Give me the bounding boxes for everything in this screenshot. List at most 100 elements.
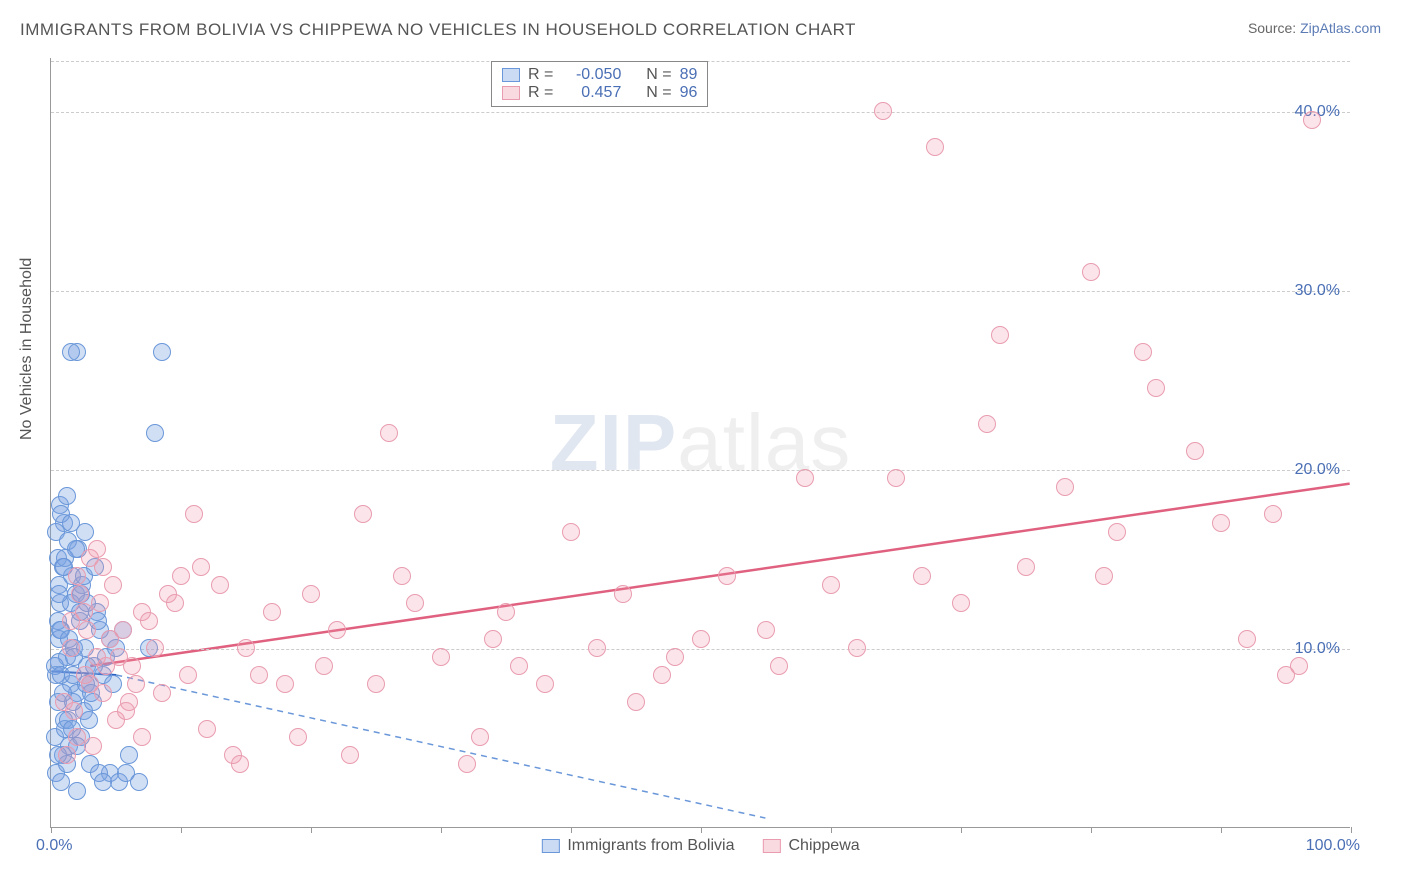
data-point <box>666 648 684 666</box>
data-point <box>887 469 905 487</box>
data-point <box>991 326 1009 344</box>
source-link[interactable]: ZipAtlas.com <box>1300 20 1381 36</box>
gridline <box>51 112 1350 113</box>
data-point <box>153 343 171 361</box>
n-value: 89 <box>680 66 698 84</box>
data-point <box>926 138 944 156</box>
data-point <box>1212 514 1230 532</box>
y-tick-label: 30.0% <box>1295 282 1340 300</box>
data-point <box>796 469 814 487</box>
data-point <box>1264 505 1282 523</box>
data-point <box>198 720 216 738</box>
data-point <box>146 424 164 442</box>
x-tick <box>1221 827 1222 833</box>
data-point <box>192 558 210 576</box>
data-point <box>58 487 76 505</box>
x-tick <box>441 827 442 833</box>
data-point <box>341 746 359 764</box>
y-tick-label: 10.0% <box>1295 640 1340 658</box>
swatch-icon <box>763 839 781 853</box>
data-point <box>1056 478 1074 496</box>
data-point <box>211 576 229 594</box>
data-point <box>130 773 148 791</box>
r-label: R = <box>528 84 553 102</box>
legend-row: R = -0.050 N = 89 <box>502 66 697 84</box>
data-point <box>874 102 892 120</box>
y-tick-label: 20.0% <box>1295 461 1340 479</box>
plot-area: ZIPatlas R = -0.050 N = 89 R = 0.457 N =… <box>50 58 1350 828</box>
x-tick <box>311 827 312 833</box>
data-point <box>68 567 86 585</box>
data-point <box>62 343 80 361</box>
data-point <box>58 746 76 764</box>
data-point <box>822 576 840 594</box>
data-point <box>1147 379 1165 397</box>
data-point <box>146 639 164 657</box>
x-tick <box>181 827 182 833</box>
data-point <box>913 567 931 585</box>
series-legend: Immigrants from Bolivia Chippewa <box>541 837 859 855</box>
gridline <box>51 470 1350 471</box>
data-point <box>123 657 141 675</box>
data-point <box>770 657 788 675</box>
chart-title: IMMIGRANTS FROM BOLIVIA VS CHIPPEWA NO V… <box>20 20 856 40</box>
x-tick <box>701 827 702 833</box>
data-point <box>76 523 94 541</box>
data-point <box>432 648 450 666</box>
r-value: 0.457 <box>561 84 621 102</box>
data-point <box>1108 523 1126 541</box>
data-point <box>978 415 996 433</box>
y-axis-title: No Vehicles in Household <box>18 258 36 440</box>
data-point <box>91 594 109 612</box>
data-point <box>94 684 112 702</box>
n-label: N = <box>646 84 671 102</box>
data-point <box>1238 630 1256 648</box>
data-point <box>302 585 320 603</box>
r-value: -0.050 <box>561 66 621 84</box>
data-point <box>94 558 112 576</box>
data-point <box>1082 263 1100 281</box>
data-point <box>510 657 528 675</box>
legend-label: Chippewa <box>789 837 860 855</box>
data-point <box>276 675 294 693</box>
data-point <box>614 585 632 603</box>
data-point <box>1017 558 1035 576</box>
data-point <box>718 567 736 585</box>
x-tick <box>571 827 572 833</box>
data-point <box>78 621 96 639</box>
n-label: N = <box>646 66 671 84</box>
data-point <box>120 746 138 764</box>
data-point <box>354 505 372 523</box>
legend-item: Immigrants from Bolivia <box>541 837 734 855</box>
data-point <box>380 424 398 442</box>
data-point <box>127 675 145 693</box>
data-point <box>237 639 255 657</box>
data-point <box>1290 657 1308 675</box>
swatch-icon <box>502 68 520 82</box>
watermark-zip: ZIP <box>550 398 677 487</box>
data-point <box>76 666 94 684</box>
data-point <box>1186 442 1204 460</box>
data-point <box>484 630 502 648</box>
correlation-legend: R = -0.050 N = 89 R = 0.457 N = 96 <box>491 61 708 107</box>
data-point <box>471 728 489 746</box>
data-point <box>315 657 333 675</box>
data-point <box>50 585 68 603</box>
data-point <box>172 567 190 585</box>
trend-lines <box>51 58 1350 827</box>
data-point <box>692 630 710 648</box>
data-point <box>114 621 132 639</box>
data-point <box>393 567 411 585</box>
data-point <box>653 666 671 684</box>
data-point <box>289 728 307 746</box>
data-point <box>588 639 606 657</box>
swatch-icon <box>502 86 520 100</box>
data-point <box>133 728 151 746</box>
source-label: Source: <box>1248 20 1296 36</box>
data-point <box>497 603 515 621</box>
data-point <box>71 585 89 603</box>
data-point <box>250 666 268 684</box>
legend-row: R = 0.457 N = 96 <box>502 84 697 102</box>
trend-line <box>116 675 765 818</box>
data-point <box>263 603 281 621</box>
